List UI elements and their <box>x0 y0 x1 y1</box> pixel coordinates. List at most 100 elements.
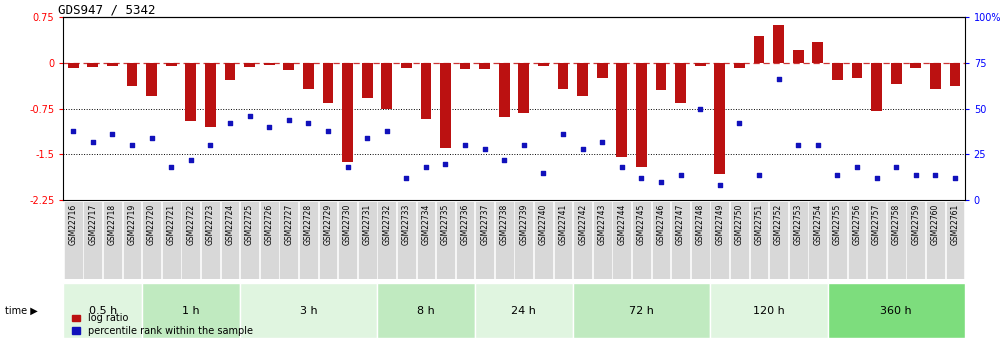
Text: GSM22735: GSM22735 <box>441 204 450 245</box>
Text: 120 h: 120 h <box>753 306 784 315</box>
Point <box>575 146 591 152</box>
Text: GSM22724: GSM22724 <box>226 204 235 245</box>
FancyBboxPatch shape <box>103 201 122 279</box>
Point <box>65 128 82 134</box>
Point <box>830 172 846 177</box>
FancyBboxPatch shape <box>788 201 808 279</box>
Point <box>105 131 121 137</box>
Point <box>673 172 689 177</box>
Text: GSM22758: GSM22758 <box>891 204 900 245</box>
Point <box>770 77 786 82</box>
Bar <box>753 36 764 63</box>
Text: GSM22749: GSM22749 <box>715 204 724 245</box>
FancyBboxPatch shape <box>828 201 847 279</box>
Bar <box>558 63 568 89</box>
Point <box>731 120 747 126</box>
Text: GSM22746: GSM22746 <box>657 204 666 245</box>
FancyBboxPatch shape <box>475 283 573 338</box>
FancyBboxPatch shape <box>240 283 377 338</box>
FancyBboxPatch shape <box>573 201 592 279</box>
Text: 8 h: 8 h <box>417 306 435 315</box>
Text: GSM22720: GSM22720 <box>147 204 156 245</box>
Point <box>751 172 767 177</box>
Text: GSM22742: GSM22742 <box>578 204 587 245</box>
Bar <box>362 63 373 98</box>
Point <box>85 139 101 144</box>
Bar <box>146 63 157 97</box>
Text: GSM22728: GSM22728 <box>304 204 313 245</box>
Bar <box>519 63 530 113</box>
Text: 72 h: 72 h <box>629 306 654 315</box>
Point <box>124 142 140 148</box>
Text: GSM22759: GSM22759 <box>911 204 920 245</box>
Point <box>536 170 552 175</box>
FancyBboxPatch shape <box>828 283 965 338</box>
Bar <box>342 63 352 162</box>
FancyBboxPatch shape <box>867 201 886 279</box>
Bar <box>950 63 961 86</box>
FancyBboxPatch shape <box>672 201 690 279</box>
Point <box>163 165 179 170</box>
Text: GSM22751: GSM22751 <box>754 204 763 245</box>
Text: GSM22739: GSM22739 <box>520 204 529 245</box>
FancyBboxPatch shape <box>338 201 356 279</box>
Point <box>379 128 395 134</box>
FancyBboxPatch shape <box>63 201 83 279</box>
Text: GSM22731: GSM22731 <box>363 204 372 245</box>
Point <box>947 175 963 181</box>
FancyBboxPatch shape <box>357 201 377 279</box>
FancyBboxPatch shape <box>181 201 200 279</box>
Text: GSM22733: GSM22733 <box>402 204 411 245</box>
FancyBboxPatch shape <box>123 201 141 279</box>
FancyBboxPatch shape <box>534 201 553 279</box>
Bar <box>244 63 255 67</box>
Bar <box>852 63 862 78</box>
Bar <box>871 63 882 110</box>
FancyBboxPatch shape <box>809 201 827 279</box>
Point <box>633 175 650 181</box>
FancyBboxPatch shape <box>475 201 494 279</box>
Bar <box>714 63 725 174</box>
FancyBboxPatch shape <box>221 201 240 279</box>
Bar <box>891 63 901 84</box>
Bar <box>127 63 137 86</box>
FancyBboxPatch shape <box>318 201 337 279</box>
FancyBboxPatch shape <box>397 201 416 279</box>
Text: GSM22757: GSM22757 <box>872 204 881 245</box>
Point <box>614 165 630 170</box>
Point <box>810 142 826 148</box>
Text: GSM22725: GSM22725 <box>245 204 254 245</box>
Point <box>281 117 297 122</box>
Text: GSM22760: GSM22760 <box>930 204 940 245</box>
Text: GSM22750: GSM22750 <box>735 204 744 245</box>
FancyBboxPatch shape <box>162 201 180 279</box>
Text: GSM22761: GSM22761 <box>951 204 960 245</box>
FancyBboxPatch shape <box>710 283 828 338</box>
Text: GSM22738: GSM22738 <box>499 204 509 245</box>
FancyBboxPatch shape <box>554 201 572 279</box>
Text: time ▶: time ▶ <box>5 306 38 315</box>
Bar <box>264 63 275 66</box>
Point <box>144 135 160 141</box>
Text: GSM22722: GSM22722 <box>186 204 195 245</box>
Point <box>594 139 610 144</box>
Bar <box>773 25 784 63</box>
Bar <box>88 63 99 67</box>
Text: GSM22732: GSM22732 <box>383 204 392 245</box>
Text: GSM22734: GSM22734 <box>421 204 430 245</box>
Legend: log ratio, percentile rank within the sample: log ratio, percentile rank within the sa… <box>68 309 257 340</box>
FancyBboxPatch shape <box>201 201 220 279</box>
Bar <box>107 63 118 66</box>
Bar <box>185 63 196 121</box>
FancyBboxPatch shape <box>378 201 396 279</box>
Bar <box>929 63 941 89</box>
Point <box>692 106 708 111</box>
Bar <box>382 63 392 109</box>
Bar <box>577 63 588 97</box>
FancyBboxPatch shape <box>906 201 925 279</box>
FancyBboxPatch shape <box>573 283 710 338</box>
FancyBboxPatch shape <box>848 201 866 279</box>
Bar <box>813 42 823 63</box>
Bar <box>695 63 706 66</box>
FancyBboxPatch shape <box>515 201 534 279</box>
